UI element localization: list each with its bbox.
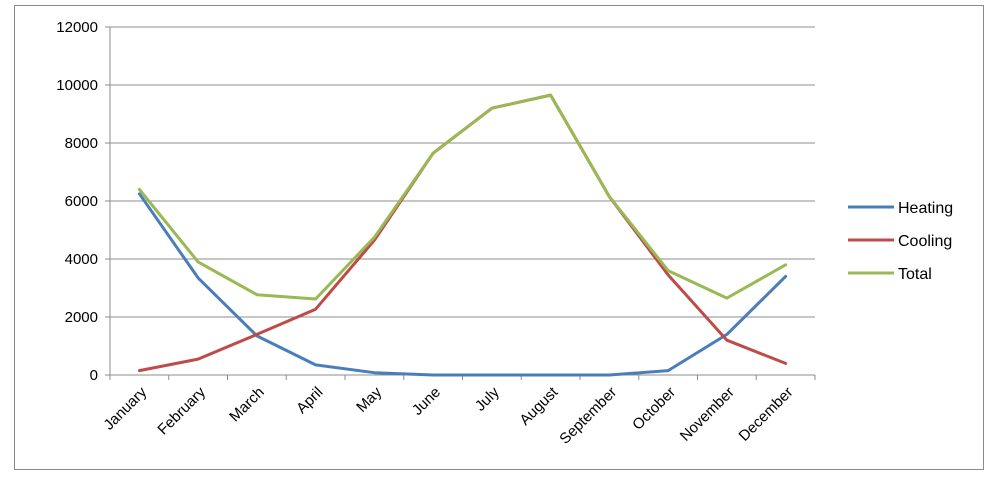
chart-frame <box>14 5 984 470</box>
y-tick-label: 0 <box>90 367 98 384</box>
axes <box>105 26 816 380</box>
x-tick-label: March <box>226 384 267 425</box>
legend: Heating Cooling Total <box>848 200 953 283</box>
x-tick-label: February <box>154 383 209 438</box>
x-tick-label: January <box>100 383 150 433</box>
gridlines <box>110 26 815 318</box>
x-tick-labels: January February March April May June July Augu… <box>100 383 796 447</box>
x-tick-label: November <box>677 384 738 445</box>
series-line-total <box>137 93 788 301</box>
x-tick-label: May <box>353 383 385 415</box>
series-line-heating <box>137 192 788 377</box>
y-tick-label: 6000 <box>65 193 98 210</box>
series-lines <box>137 93 788 377</box>
y-tick-labels: 0 2000 4000 6000 8000 10000 12000 <box>56 19 98 384</box>
y-tick-label: 10000 <box>56 77 98 94</box>
x-tick-label: June <box>409 384 444 419</box>
y-tick-label: 2000 <box>65 309 98 326</box>
y-tick-label: 8000 <box>65 135 98 152</box>
legend-label-total: Total <box>898 266 932 283</box>
x-tick-label: September <box>556 384 620 448</box>
x-tick-label: April <box>293 384 326 417</box>
legend-label-cooling: Cooling <box>898 233 952 250</box>
legend-label-heating: Heating <box>898 200 953 217</box>
y-tick-label: 12000 <box>56 19 98 36</box>
x-tick-label: December <box>735 384 796 445</box>
series-line-cooling <box>137 93 788 373</box>
x-tick-label: August <box>516 383 562 429</box>
x-tick-label: July <box>472 383 503 414</box>
x-tick-label: October <box>629 384 679 434</box>
y-tick-label: 4000 <box>65 251 98 268</box>
